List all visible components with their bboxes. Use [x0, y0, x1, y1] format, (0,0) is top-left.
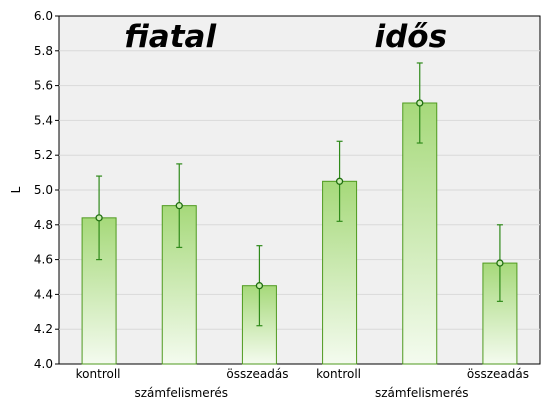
category-label: számfelismerés — [375, 386, 469, 400]
y-axis-ticks: 4.0 4.2 4.4 4.6 4.8 5.0 5.2 5.4 5.6 5.8 6.0 — [34, 9, 59, 371]
mean-point — [496, 259, 504, 267]
y-tick-label: 5.4 — [34, 113, 53, 127]
bar — [161, 205, 197, 365]
y-tick-label: 4.4 — [34, 287, 53, 301]
y-tick-label: 5.8 — [34, 44, 53, 58]
category-labels: kontroll számfelismerés összeadás kontroll s… — [76, 367, 529, 400]
category-label: összeadás — [226, 367, 288, 381]
y-tick-label: 4.6 — [34, 253, 53, 267]
category-label: összeadás — [467, 367, 529, 381]
mean-point — [335, 177, 344, 185]
group-label: idős — [374, 19, 447, 55]
group-labels: fiatal idős — [124, 19, 447, 55]
y-tick-label: 6.0 — [34, 9, 53, 23]
mean-point — [255, 282, 264, 290]
bar — [402, 102, 438, 365]
category-label: kontroll — [76, 367, 121, 381]
y-tick-label: 5.6 — [34, 79, 53, 93]
grid-lines — [59, 50, 540, 330]
group-label: fiatal — [124, 19, 216, 55]
mean-point — [175, 202, 183, 210]
category-label: kontroll — [316, 367, 361, 381]
mean-point — [95, 214, 103, 222]
bars — [81, 62, 518, 365]
y-tick-label: 5.2 — [34, 148, 53, 162]
y-axis-label: L — [9, 186, 23, 193]
mean-point — [416, 99, 424, 107]
y-tick-label: 4.0 — [34, 357, 53, 371]
category-label: számfelismerés — [135, 386, 229, 400]
y-tick-label: 4.8 — [34, 218, 53, 232]
y-tick-label: 4.2 — [34, 322, 53, 336]
y-tick-label: 5.0 — [34, 183, 53, 197]
